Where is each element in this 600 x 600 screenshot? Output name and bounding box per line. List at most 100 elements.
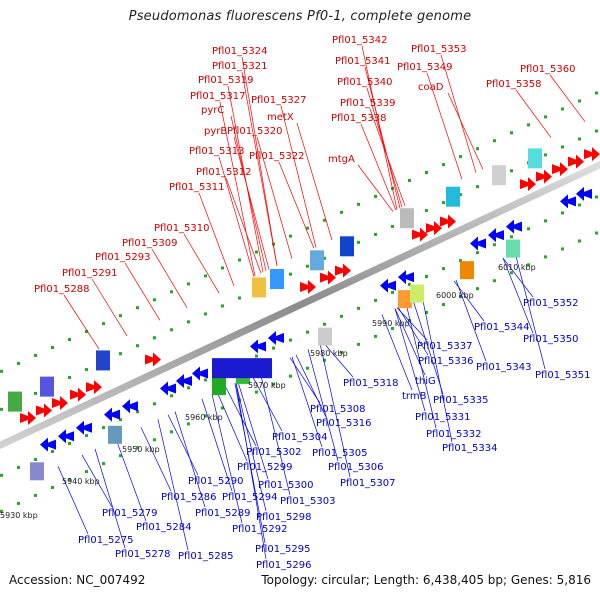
forward-gene-arrow [20, 410, 36, 425]
gene-features [8, 147, 600, 481]
reverse-gene-label: thiG [415, 376, 436, 387]
guide-dot [510, 271, 513, 275]
guide-dot [102, 462, 105, 466]
forward-gene-arrow [86, 380, 102, 395]
forward-gene-arrow [335, 263, 351, 278]
guide-dot [289, 338, 292, 342]
guide-dot [102, 426, 105, 430]
forward-gene-label: Pfl01_5310 [154, 223, 210, 234]
guide-dot [527, 263, 530, 267]
reverse-gene-label: Pfl01_5344 [474, 322, 530, 333]
guide-dot [561, 247, 564, 251]
guide-dot [85, 434, 88, 438]
reverse-gene-label: Pfl01_5295 [255, 544, 311, 555]
forward-gene-arrow [568, 154, 584, 169]
forward-gene-label: Pfl01_5324 [212, 46, 268, 57]
guide-dot [527, 123, 530, 127]
reverse-gene-arrow [488, 228, 504, 243]
guide-dot [442, 163, 445, 167]
reverse-gene-label: Pfl01_5279 [102, 508, 158, 519]
reverse-gene-label: Pfl01_5334 [442, 443, 498, 454]
reverse-gene-arrow [122, 399, 138, 414]
guide-dot [425, 209, 428, 213]
kbp-ticks: 5930 kbp 5940 kbp 5950 kbp 5960 kbp 5970 kbp… [0, 263, 536, 520]
forward-gene-label: pyrB [204, 126, 227, 137]
guide-dot [0, 473, 3, 477]
guide-dot [153, 298, 156, 302]
forward-gene-label: Pfl01_5309 [122, 238, 178, 249]
reverse-gene-arrow [76, 420, 92, 435]
reverse-gene-arrow [470, 236, 486, 251]
guide-dot [578, 203, 581, 207]
guide-dot [561, 107, 564, 111]
guide-dot [289, 374, 292, 378]
forward-gene-arrow [584, 147, 600, 162]
gene-block [506, 239, 520, 258]
reverse-gene-arrow [380, 278, 396, 293]
guide-dot [221, 266, 224, 270]
gene-block [310, 250, 324, 271]
gene-block [400, 208, 414, 229]
kbp-tick-label: 6010 kbp [498, 263, 536, 272]
guide-dot [459, 193, 462, 197]
gene-block [212, 377, 226, 396]
guide-dot [578, 137, 581, 141]
forward-gene-label: Pfl01_5291 [62, 268, 118, 279]
reverse-gene-label: Pfl01_5307 [340, 478, 396, 489]
guide-dot [357, 342, 360, 346]
guide-dot [204, 312, 207, 316]
forward-gene-arrow [36, 403, 52, 418]
gene-labels: Pfl01_5324 Pfl01_5321 Pfl01_5319 Pfl01_5317… [34, 35, 591, 571]
guide-dot [187, 282, 190, 286]
guide-dot [85, 470, 88, 474]
guide-dot [51, 485, 54, 489]
reverse-gene-label: Pfl01_5284 [136, 522, 192, 533]
reverse-gene-label: Pfl01_5290 [188, 476, 244, 487]
guide-dot [408, 282, 411, 286]
guide-dot [595, 231, 598, 235]
guide-dot [238, 258, 241, 262]
forward-gene-arrow [412, 227, 428, 242]
forward-gene-label: Pfl01_5322 [249, 151, 305, 162]
guide-dot [204, 378, 207, 382]
guide-dot [187, 320, 190, 324]
guide-dot [306, 330, 309, 334]
reverse-gene-label: Pfl01_5350 [523, 334, 579, 345]
guide-dot [289, 234, 292, 238]
guide-dot [544, 153, 547, 157]
gene-block [252, 277, 266, 298]
guide-dot [153, 438, 156, 442]
guide-dot [459, 155, 462, 159]
forward-gene-label: metX [267, 112, 294, 123]
forward-gene-arrow [552, 162, 568, 177]
gene-block [30, 462, 44, 481]
dotted-guides [0, 91, 598, 513]
guide-dot [442, 267, 445, 271]
map-title: Pseudomonas fluorescens Pf0-1, complete … [128, 9, 472, 24]
reverse-gene-label: Pfl01_5278 [115, 549, 171, 560]
forward-gene-arrow [536, 169, 552, 184]
reverse-gene-label: Pfl01_5343 [476, 362, 532, 373]
reverse-gene-arrow [176, 374, 192, 388]
guide-dot [459, 259, 462, 263]
guide-dot [374, 194, 377, 198]
reverse-gene-arrow [104, 407, 120, 422]
guide-dot [0, 369, 3, 373]
reverse-gene-arrow [250, 339, 266, 354]
forward-gene-label: Pfl01_5311 [169, 182, 225, 193]
forward-gene-label: Pfl01_5321 [212, 61, 268, 72]
guide-dot [476, 147, 479, 151]
guide-dot [68, 376, 71, 380]
gene-block [270, 269, 284, 290]
gene-block [96, 350, 110, 371]
reverse-gene-arrow [58, 429, 74, 444]
guide-dot [289, 272, 292, 276]
reverse-gene-label: Pfl01_5332 [426, 429, 482, 440]
reverse-gene-label: Pfl01_5351 [535, 370, 591, 381]
guide-dot [34, 457, 37, 461]
guide-dot [374, 298, 377, 302]
guide-dot [170, 394, 173, 398]
guide-dot [595, 195, 598, 199]
guide-dot [493, 243, 496, 247]
